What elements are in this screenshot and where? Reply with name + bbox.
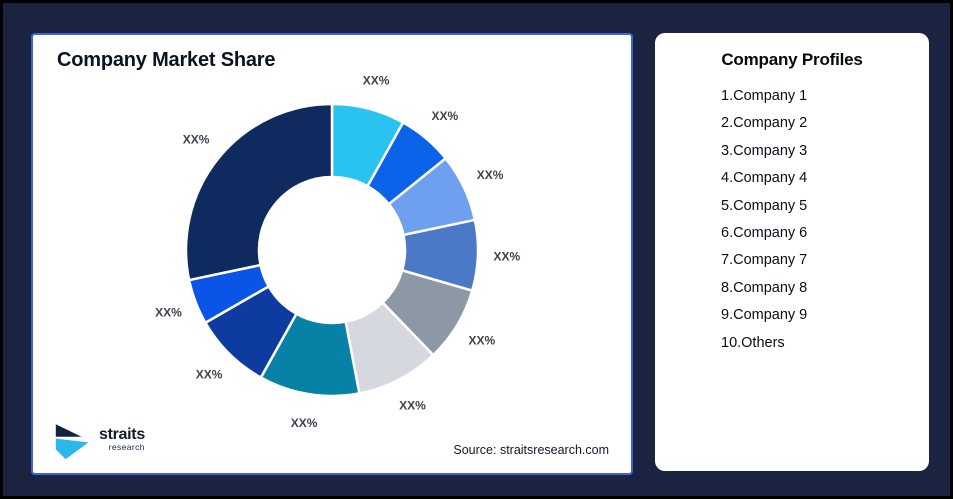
profile-item: 10.Others [721, 334, 785, 351]
donut-segment [184, 102, 334, 282]
slice-label: XX% [155, 305, 182, 319]
profile-item: 6.Company 6 [721, 225, 808, 242]
profiles-card: Company Profiles 1.Company 1 2.Company 2… [655, 33, 929, 471]
slice-label: XX% [291, 416, 318, 430]
slice-label: XX% [196, 368, 223, 382]
chart-card: XX% XX% XX% XX% XX% XX% XX% XX% XX% XX% Company M… [31, 33, 633, 475]
straits-logo-icon [55, 424, 89, 460]
profile-item: 7.Company 7 [721, 252, 808, 269]
logo-arrow-bottom-shape [55, 438, 89, 460]
profile-item: 9.Company 9 [721, 307, 808, 324]
slice-label: XX% [399, 398, 426, 412]
profile-item: 3.Company 3 [721, 142, 808, 159]
logo-brand-name: straits [99, 426, 145, 443]
logo-brand-sub: research [108, 442, 145, 452]
logo-text: straits research [99, 426, 145, 453]
slice-label: XX% [183, 133, 210, 147]
straits-research-logo: straits research [53, 422, 145, 460]
slice-label: XX% [431, 109, 458, 123]
profiles-title: Company Profiles [721, 50, 863, 69]
profile-item: 4.Company 4 [721, 170, 808, 187]
slice-label: XX% [363, 74, 390, 88]
chart-title: Company Market Share [57, 49, 276, 71]
profile-item: 8.Company 8 [721, 279, 808, 296]
profile-item: 5.Company 5 [721, 197, 808, 214]
profile-item: 2.Company 2 [721, 115, 808, 132]
slice-label: XX% [477, 168, 504, 182]
source-note: Source: straitsresearch.com [453, 443, 609, 457]
profile-item: 1.Company 1 [721, 88, 808, 104]
logo-arrow-top-shape [55, 424, 82, 437]
slice-label: XX% [494, 250, 521, 264]
profiles-list: 1.Company 1 2.Company 2 3.Company 3 4.Co… [655, 83, 929, 357]
slice-label: XX% [468, 333, 495, 347]
donut-chart: XX% XX% XX% XX% XX% XX% XX% XX% XX% XX% [155, 74, 521, 430]
